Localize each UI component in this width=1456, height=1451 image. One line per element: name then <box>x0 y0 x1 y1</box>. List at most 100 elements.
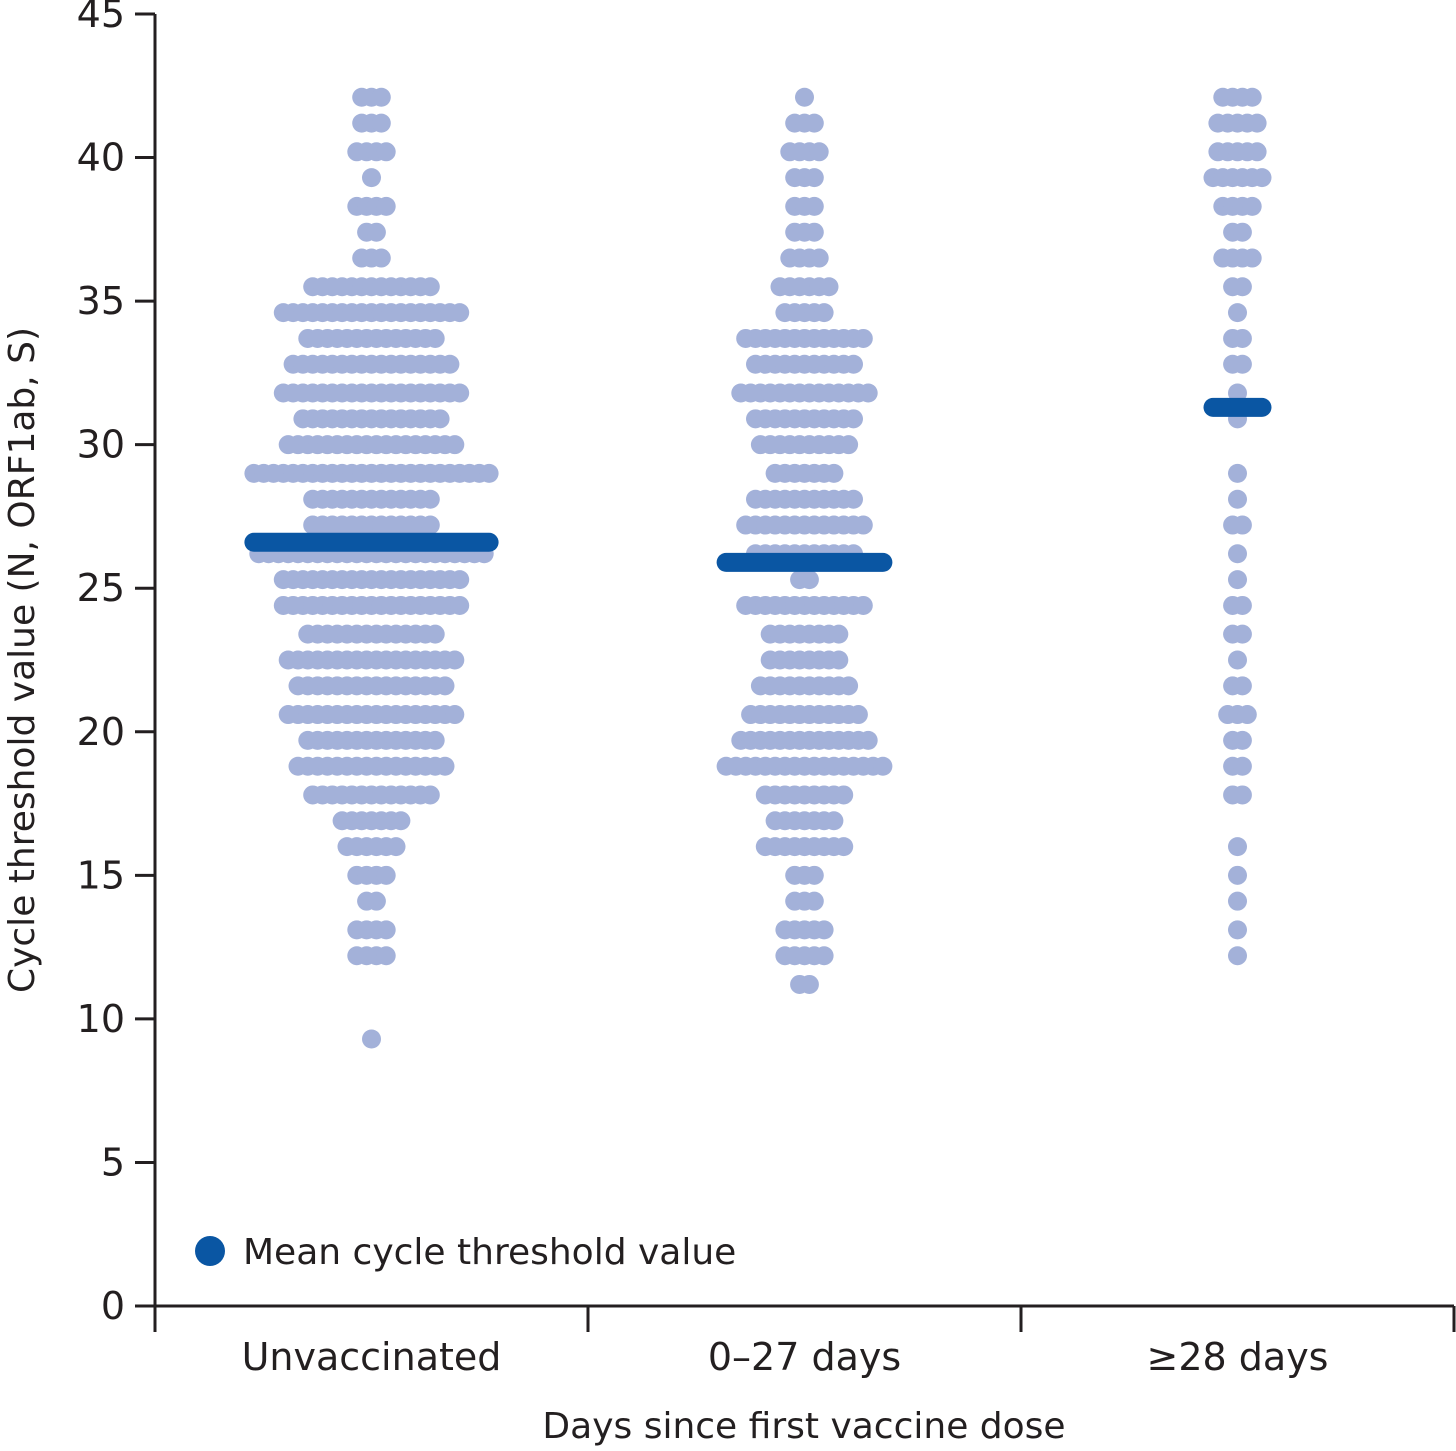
y-tick-label: 25 <box>77 566 125 610</box>
data-point <box>1228 303 1247 323</box>
data-point <box>1242 196 1262 216</box>
y-tick-label: 45 <box>77 0 125 36</box>
x-category-label: Unvaccinated <box>242 1335 502 1379</box>
data-point <box>804 865 824 885</box>
data-point <box>450 570 470 590</box>
data-point <box>844 489 863 509</box>
data-point <box>1252 168 1272 188</box>
data-point <box>809 248 829 268</box>
y-tick-label: 0 <box>101 1284 125 1328</box>
points-layer <box>244 87 1272 1049</box>
data-point <box>829 650 849 670</box>
data-point <box>1232 222 1252 242</box>
data-point <box>440 354 460 374</box>
data-point <box>1228 383 1247 403</box>
data-point <box>420 277 440 297</box>
y-tick-label: 15 <box>77 853 125 897</box>
data-point <box>1232 277 1252 297</box>
data-point <box>844 354 863 374</box>
data-point <box>391 811 411 831</box>
y-axis-ticks: 0 5 10 15 20 25 30 35 40 45 <box>77 0 155 1328</box>
data-point <box>366 222 386 242</box>
data-point <box>858 730 878 750</box>
data-point <box>804 196 824 216</box>
data-point <box>425 624 445 644</box>
data-point <box>814 303 834 323</box>
data-point <box>834 837 854 857</box>
data-point <box>839 435 859 455</box>
data-point <box>795 87 814 107</box>
data-point <box>1228 891 1247 911</box>
y-tick-label: 40 <box>77 136 125 180</box>
data-point <box>1228 650 1247 670</box>
data-point <box>814 946 834 966</box>
data-point <box>435 756 455 776</box>
data-point <box>858 383 878 403</box>
data-point <box>362 1029 381 1049</box>
data-point <box>1232 595 1252 615</box>
data-point <box>386 837 406 857</box>
data-point <box>425 328 445 348</box>
data-point <box>824 811 844 831</box>
data-point <box>853 595 873 615</box>
data-point <box>1232 328 1252 348</box>
data-point <box>1228 920 1247 940</box>
data-point <box>853 328 873 348</box>
data-point <box>804 113 824 133</box>
data-point <box>376 920 396 940</box>
data-point <box>799 570 819 590</box>
data-point <box>1228 489 1247 509</box>
y-tick-label: 20 <box>77 710 125 754</box>
data-point <box>814 920 834 940</box>
y-tick-label: 10 <box>77 997 125 1041</box>
data-point <box>1228 837 1247 857</box>
data-point <box>1232 730 1252 750</box>
data-point <box>804 891 824 911</box>
data-point <box>430 409 450 429</box>
data-point <box>1247 113 1267 133</box>
x-category-label: ≥28 days <box>1147 1335 1329 1379</box>
data-point <box>376 196 396 216</box>
legend: Mean cycle threshold value <box>195 1232 736 1273</box>
data-point <box>1247 142 1267 162</box>
data-point <box>445 435 465 455</box>
data-point <box>839 676 859 696</box>
data-point <box>1242 248 1262 268</box>
data-point <box>376 142 396 162</box>
means-layer <box>244 397 1272 572</box>
data-point <box>420 489 440 509</box>
data-point <box>1232 676 1252 696</box>
data-point <box>844 409 863 429</box>
data-point <box>450 383 470 403</box>
data-point <box>804 222 824 242</box>
x-axis-title: Days since first vaccine dose <box>542 1406 1065 1447</box>
data-point <box>479 463 499 483</box>
data-point <box>1228 946 1247 966</box>
data-point <box>848 705 868 725</box>
y-tick-label: 30 <box>77 423 125 467</box>
data-point <box>1228 544 1247 564</box>
data-point <box>371 113 391 133</box>
data-point <box>435 676 455 696</box>
data-point <box>1242 87 1262 107</box>
data-point <box>420 785 440 805</box>
data-point <box>1232 756 1252 776</box>
y-axis-title: Cycle threshold value (N, ORF1ab, S) <box>2 327 43 993</box>
y-tick-label: 35 <box>77 279 125 323</box>
data-point <box>1232 515 1252 535</box>
data-point <box>1232 785 1252 805</box>
data-point <box>420 515 440 535</box>
data-point <box>445 705 465 725</box>
data-point <box>809 142 829 162</box>
data-point <box>1237 705 1257 725</box>
legend-marker <box>195 1236 225 1266</box>
data-point <box>371 248 391 268</box>
data-point <box>834 785 854 805</box>
data-point <box>445 650 465 670</box>
x-axis-ticks: Unvaccinated 0–27 days ≥28 days <box>153 1306 1456 1379</box>
data-point <box>873 756 893 776</box>
data-point <box>1228 463 1247 483</box>
data-point <box>829 624 849 644</box>
legend-label: Mean cycle threshold value <box>243 1232 736 1273</box>
data-point <box>804 168 824 188</box>
